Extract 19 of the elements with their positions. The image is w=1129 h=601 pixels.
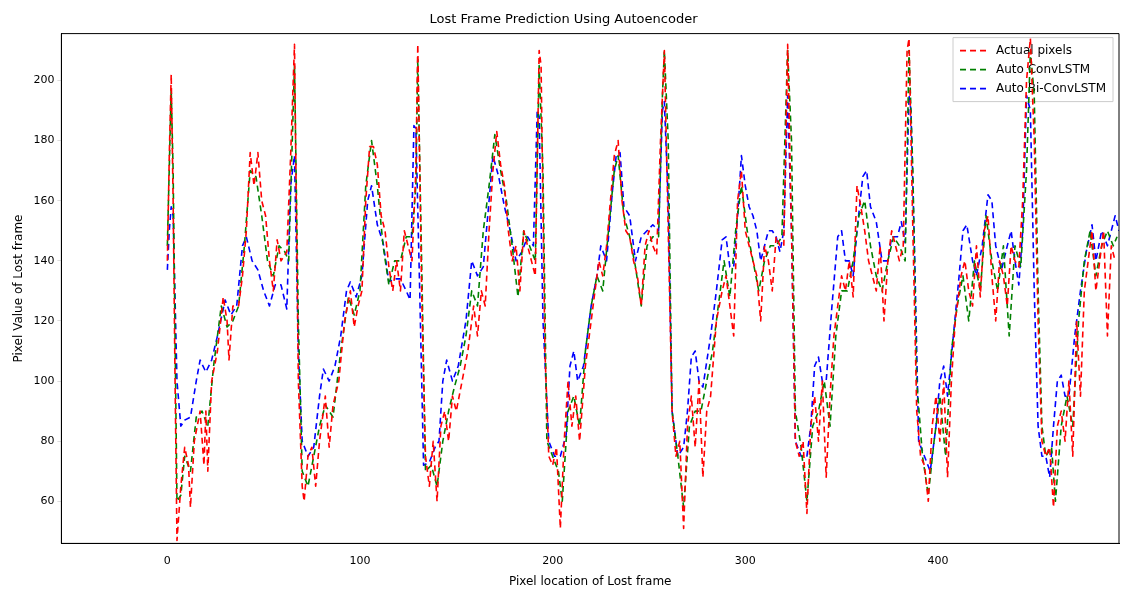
y-tick-label: 160 [33, 193, 55, 207]
x-axis-title: Pixel location of Lost frame [508, 573, 672, 588]
y-tick-label: 60 [40, 494, 55, 508]
y-axis-title: Pixel Value of Lost frame [11, 214, 26, 363]
legend-label: Auto Bi-ConvLSTM [996, 80, 1107, 95]
x-tick-label: 200 [542, 553, 564, 567]
y-tick-label: 140 [33, 253, 55, 267]
y-tick-label: 180 [33, 133, 55, 147]
chart-title: Lost Frame Prediction Using Autoencoder [429, 11, 699, 27]
line-series [166, 94, 1119, 479]
y-tick-label: 120 [33, 313, 55, 327]
x-tick-label: 0 [163, 553, 171, 567]
y-tick-label: 200 [33, 73, 55, 87]
legend-label: Actual pixels [996, 42, 1073, 57]
x-tick-label: 300 [734, 553, 756, 567]
y-tick-label: 100 [33, 373, 55, 387]
x-tick-label: 100 [349, 553, 371, 567]
x-tick-label: 400 [927, 553, 949, 567]
y-tick-label: 80 [40, 434, 55, 448]
